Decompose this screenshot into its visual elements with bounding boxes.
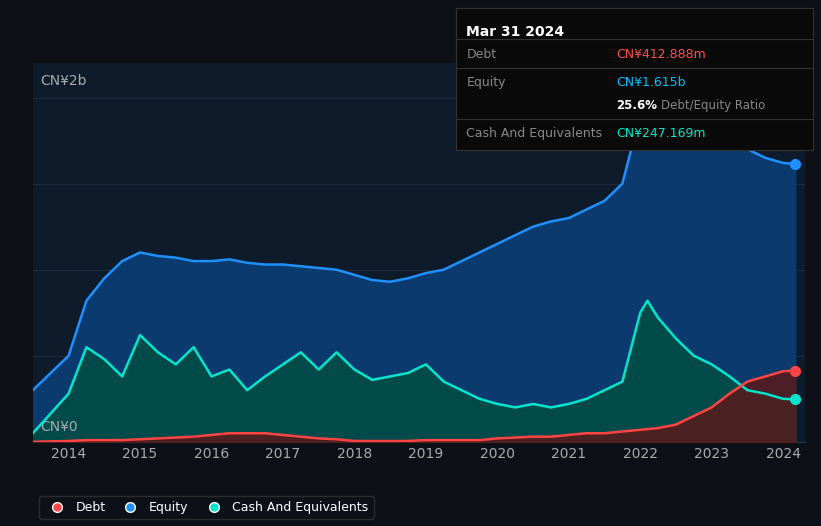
Text: CN¥1.615b: CN¥1.615b — [617, 76, 686, 89]
Text: Equity: Equity — [466, 76, 506, 89]
Text: CN¥0: CN¥0 — [40, 420, 78, 434]
Text: Cash And Equivalents: Cash And Equivalents — [466, 127, 603, 140]
Text: CN¥412.888m: CN¥412.888m — [617, 48, 706, 60]
Text: CN¥247.169m: CN¥247.169m — [617, 127, 706, 140]
Text: Debt: Debt — [466, 48, 497, 60]
Text: Mar 31 2024: Mar 31 2024 — [466, 25, 565, 39]
Text: 25.6%: 25.6% — [617, 99, 658, 112]
Text: CN¥2b: CN¥2b — [40, 75, 87, 88]
Text: Debt/Equity Ratio: Debt/Equity Ratio — [661, 99, 765, 112]
Legend: Debt, Equity, Cash And Equivalents: Debt, Equity, Cash And Equivalents — [39, 496, 374, 519]
